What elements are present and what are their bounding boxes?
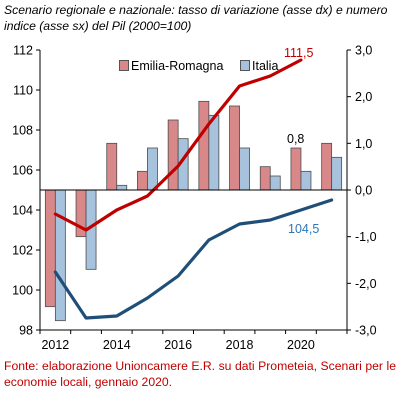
legend-item-emilia-romagna: Emilia-Romagna	[119, 58, 223, 74]
bar-italia-2017	[208, 114, 220, 191]
bar-emilia-romagna-2017	[198, 100, 210, 191]
right-tick-label-4: 1,0	[355, 137, 372, 151]
right-tick-label-0: -3,0	[355, 324, 377, 338]
bar-italia-2012	[54, 189, 66, 322]
bar-italia-2015	[147, 147, 158, 191]
bar-italia-2019	[269, 175, 281, 191]
bar-emilia-romagna-2012	[44, 189, 56, 308]
source-note: Fonte: elaborazione Unioncamere E.R. su …	[4, 359, 396, 389]
legend-swatch-italia	[240, 60, 250, 71]
bar-italia-2020	[300, 170, 312, 191]
bar-emilia-romagna-2021	[321, 142, 333, 191]
right-tick-label-5: 2,0	[355, 90, 372, 104]
left-tick-label-98: 98	[19, 324, 33, 338]
line-emilia-romagna	[53, 58, 303, 232]
left-tick-label-104: 104	[12, 204, 33, 218]
left-tick-label-100: 100	[12, 284, 33, 298]
bar-emilia-romagna-2019	[259, 166, 271, 191]
left-tick-label-102: 102	[12, 244, 33, 258]
annotation-0-8: 0,8	[287, 132, 304, 146]
line-italia	[53, 198, 334, 320]
labels-layer: 98 100 102 104 106 108 110 112 -3,0 -2,0 -1,0 0,0 1,…	[12, 44, 376, 353]
left-tick-label-108: 108	[12, 124, 33, 138]
bar-emilia-romagna-2018	[229, 105, 240, 191]
bar-italia-2014	[116, 184, 128, 191]
right-tick-label-1: -2,0	[355, 277, 377, 291]
left-tick-label-106: 106	[12, 164, 33, 178]
x-tick-label-2018: 2018	[226, 338, 254, 352]
lines-layer	[53, 58, 334, 320]
bar-emilia-romagna-2020	[290, 147, 302, 191]
x-tick-label-2020: 2020	[287, 338, 315, 352]
bar-emilia-romagna-2015	[137, 170, 148, 191]
x-tick-label-2012: 2012	[41, 338, 69, 352]
left-tick-label-110: 110	[13, 84, 33, 98]
right-tick-label-2: -1,0	[355, 230, 377, 244]
right-tick-label-6: 3,0	[355, 44, 372, 58]
left-tick-label-112: 112	[13, 44, 33, 58]
bar-italia-2021	[331, 156, 343, 191]
annotation-111-5: 111,5	[284, 46, 313, 60]
bar-emilia-romagna-2014	[106, 142, 118, 191]
chart-svg: 98 100 102 104 106 108 110 112 -3,0 -2,0 -1,0 0,0 1,…	[12, 44, 376, 353]
legend-label-italia: Italia	[252, 59, 279, 73]
legend-swatch-emilia-romagna	[119, 60, 129, 71]
annotation-104-5: 104,5	[288, 222, 319, 236]
right-tick-label-3: 0,0	[355, 184, 372, 198]
legend-item-italia: Italia	[240, 58, 278, 74]
legend-label-emilia-romagna: Emilia-Romagna	[131, 59, 224, 73]
axes-layer	[36, 49, 351, 334]
x-tick-label-2016: 2016	[164, 338, 192, 352]
chart-title: Scenario regionale e nazionale: tasso di…	[4, 3, 388, 33]
bar-emilia-romagna-2016	[167, 119, 179, 191]
bar-italia-2018	[239, 147, 250, 191]
x-tick-label-2014: 2014	[103, 338, 131, 352]
